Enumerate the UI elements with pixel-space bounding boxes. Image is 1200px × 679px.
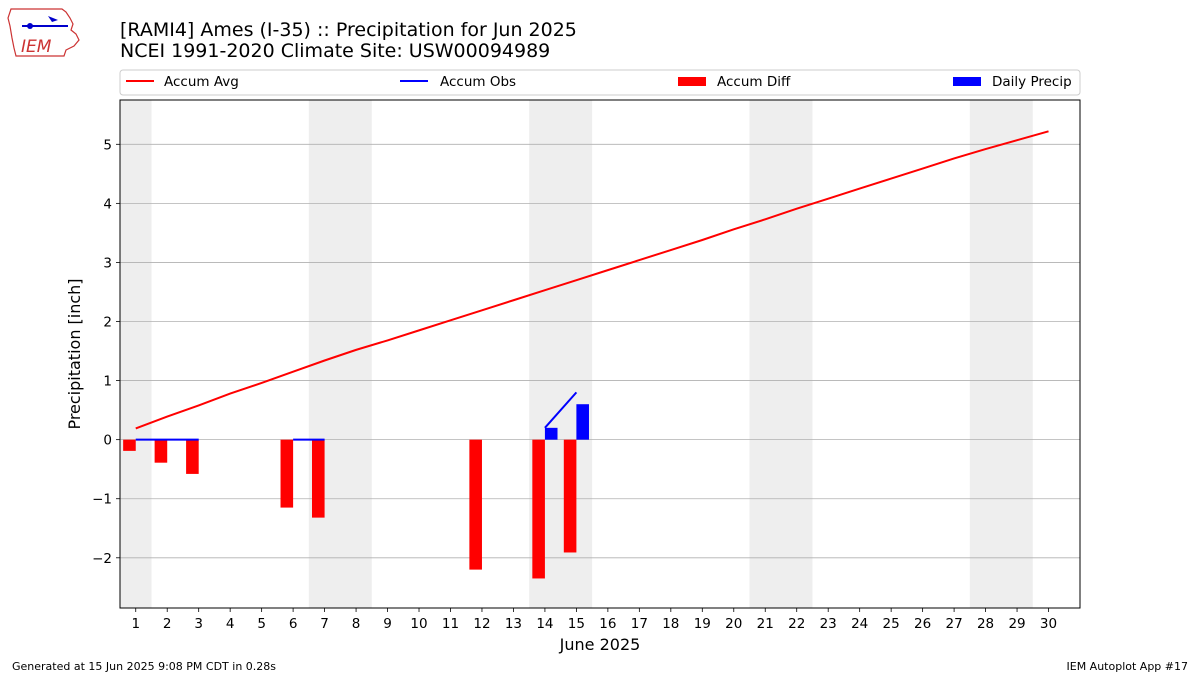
y-tick-label: −1 — [92, 492, 112, 508]
x-tick-label: 7 — [320, 616, 329, 632]
x-tick-label: 2 — [163, 616, 172, 632]
x-tick-label: 21 — [757, 616, 774, 632]
legend-label-daily-precip: Daily Precip — [992, 74, 1072, 90]
iowa-outline-icon — [7, 8, 80, 57]
chart-title-line2: NCEI 1991-2020 Climate Site: USW00094989 — [120, 40, 550, 62]
y-tick-label: 4 — [103, 196, 112, 212]
x-tick-label: 26 — [914, 616, 931, 632]
chart-title-line1: [RAMI4] Ames (I-35) :: Precipitation for… — [120, 19, 577, 41]
x-tick-label: 11 — [442, 616, 459, 632]
x-tick-label: 13 — [505, 616, 522, 632]
grid-lines — [120, 143, 1080, 559]
legend-swatch-daily-precip — [953, 77, 981, 86]
x-tick-label: 23 — [820, 616, 837, 632]
x-tick-label: 14 — [536, 616, 553, 632]
weekend-band — [120, 100, 152, 608]
weekend-band — [749, 100, 813, 608]
logo-text: IEM — [21, 37, 52, 57]
x-tick-label: 12 — [473, 616, 490, 632]
x-tick-label: 18 — [662, 616, 679, 632]
x-tick-label: 20 — [725, 616, 742, 632]
accum-diff-bar — [186, 439, 199, 474]
x-tick-label: 28 — [977, 616, 994, 632]
footer-app: IEM Autoplot App #17 — [1067, 660, 1189, 673]
legend-swatch-accum-diff — [678, 77, 706, 86]
x-tick-label: 6 — [289, 616, 298, 632]
line-marks — [135, 130, 1049, 441]
daily-precip-bar — [576, 404, 589, 440]
y-tick-label: 3 — [103, 255, 112, 271]
iem-logo: IEM — [7, 8, 80, 57]
x-tick-label: 10 — [410, 616, 427, 632]
x-tick-label: 16 — [599, 616, 616, 632]
legend-label-accum-avg: Accum Avg — [164, 74, 239, 90]
accum-diff-bar — [123, 439, 136, 451]
x-tick-label: 15 — [568, 616, 585, 632]
x-tick-label: 8 — [352, 616, 361, 632]
y-axis: −2 −1 0 1 2 3 4 5 — [92, 137, 120, 567]
x-tick-label: 1 — [131, 616, 140, 632]
x-tick-label: 9 — [383, 616, 392, 632]
y-tick-label: −2 — [92, 551, 112, 567]
weekend-bands — [120, 100, 1033, 608]
legend-frame — [119, 69, 1081, 96]
accum-diff-bar — [154, 439, 168, 463]
legend-label-accum-diff: Accum Diff — [717, 74, 791, 90]
sun-icon — [27, 23, 33, 29]
x-tick-label: 22 — [788, 616, 805, 632]
y-tick-label: 2 — [103, 315, 112, 331]
x-tick-label: 3 — [194, 616, 203, 632]
x-tick-label: 5 — [257, 616, 266, 632]
weekend-band — [308, 100, 372, 608]
accum-diff-bar — [280, 439, 294, 508]
accum-avg-line — [135, 130, 1049, 430]
x-tick-label: 25 — [883, 616, 900, 632]
x-tick-label: 29 — [1008, 616, 1025, 632]
x-tick-label: 4 — [226, 616, 235, 632]
legend: Accum Avg Accum Obs Accum Diff Daily Pre… — [119, 69, 1081, 96]
bar-marks — [123, 404, 589, 579]
x-tick-label: 27 — [946, 616, 963, 632]
x-tick-label: 24 — [851, 616, 868, 632]
y-tick-label: 0 — [103, 433, 112, 449]
x-tick-label: 17 — [631, 616, 648, 632]
legend-label-accum-obs: Accum Obs — [440, 74, 516, 90]
x-axis-label: June 2025 — [559, 635, 641, 654]
accum-obs-line — [544, 391, 578, 429]
y-tick-label: 5 — [103, 137, 112, 153]
y-tick-label: 1 — [103, 374, 112, 390]
accum-diff-bar — [563, 439, 577, 553]
daily-precip-bar — [544, 427, 558, 440]
accum-diff-bar — [312, 439, 325, 518]
accum-diff-bar — [469, 439, 482, 570]
weekend-band — [969, 100, 1033, 608]
y-axis-label: Precipitation [inch] — [65, 278, 84, 429]
plot-frame — [119, 99, 1081, 609]
wind-vane-icon — [48, 16, 58, 22]
x-tick-label: 30 — [1040, 616, 1057, 632]
x-axis: 1 2 3 4 5 6 7 8 9 10 11 12 13 14 15 16 17 18 19 20 21 22 23 24 2… — [131, 608, 1057, 632]
accum-diff-bar — [532, 439, 545, 579]
footer-generated: Generated at 15 Jun 2025 9:08 PM CDT in … — [12, 660, 276, 673]
x-tick-label: 19 — [694, 616, 711, 632]
